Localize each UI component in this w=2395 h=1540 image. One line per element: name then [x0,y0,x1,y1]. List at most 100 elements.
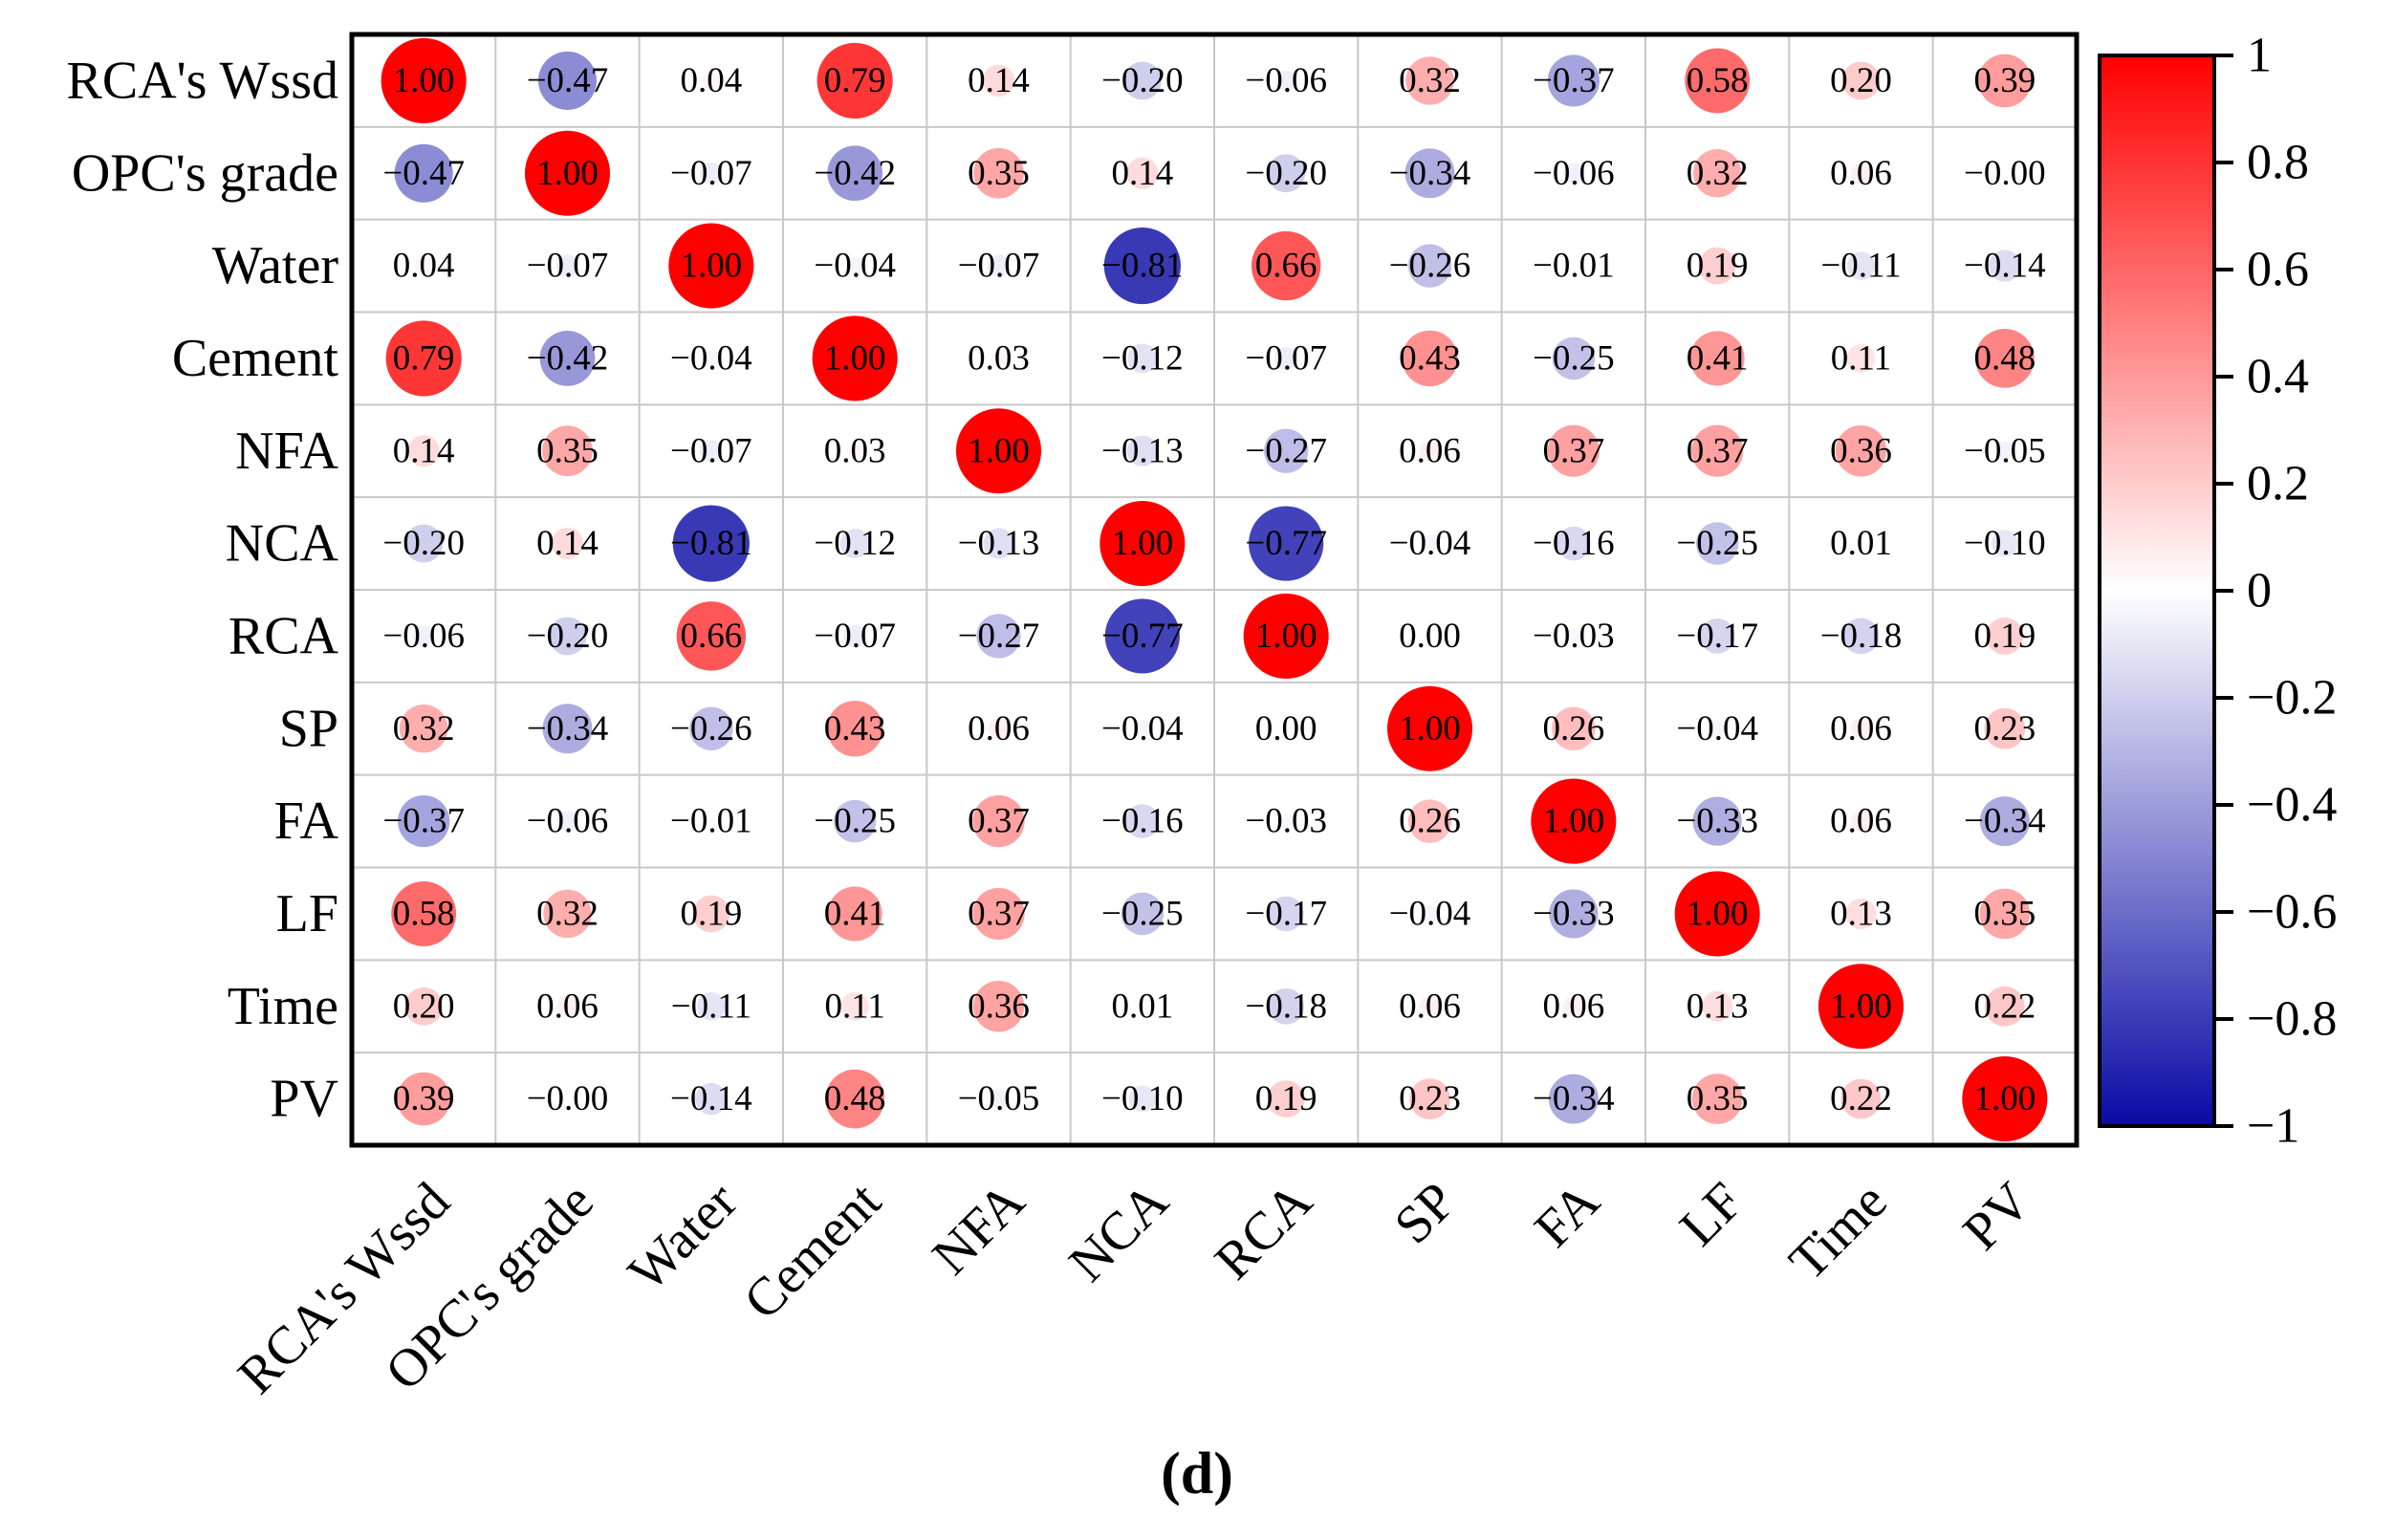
correlation-circle [1409,1078,1450,1119]
correlation-value: 0.04 [680,61,742,100]
correlation-circle [702,350,720,367]
correlation-circle [1421,534,1439,553]
correlation-circle [1126,435,1158,466]
row-label: PV [270,1070,338,1129]
correlation-value: 0.20 [1830,61,1892,100]
correlation-circle [973,147,1024,199]
figure-caption: (d) [1161,1442,1233,1507]
correlation-circle [1562,995,1584,1017]
correlation-circle [1275,70,1297,92]
correlation-value: 0.00 [1399,617,1461,656]
correlation-value: 0.14 [968,61,1030,100]
correlation-circle [840,991,869,1021]
correlation-value: 0.35 [1973,894,2036,933]
correlation-circle [1984,707,2026,749]
correlation-circle [1698,247,1736,285]
correlation-circle [672,505,750,582]
correlation-value: −0.06 [527,802,609,841]
correlation-circle [1989,249,2021,282]
correlation-circle [1264,428,1309,473]
correlation-value: −0.06 [382,617,465,656]
correlation-value: 1.00 [1255,617,1317,656]
correlation-circle [697,991,726,1021]
correlation-circle [1962,1056,2048,1142]
correlation-value: 0.19 [1973,617,2036,656]
correlation-value: −0.81 [670,524,752,563]
correlation-value: 0.37 [968,802,1030,841]
correlation-circle [1267,1080,1305,1117]
correlation-value: 1.00 [968,431,1030,470]
correlation-value: −0.06 [1245,61,1327,100]
correlation-value: −0.26 [1389,247,1471,286]
correlation-value: −0.47 [527,61,609,100]
correlation-value: 0.41 [824,894,886,933]
correlation-circle [1845,898,1877,929]
correlation-circle [1103,227,1181,305]
row-labels: RCA's Wssd OPC's grade Water Cement NFA NCA RC… [67,51,339,1128]
correlation-value: 0.14 [536,524,599,563]
colorbar-gradient [2098,54,2216,1128]
correlation-value: −0.11 [1820,247,1901,286]
correlation-circle [1126,157,1159,189]
correlation-value: 1.00 [536,154,599,193]
correlation-circle [542,425,593,477]
correlation-circle [1569,261,1579,271]
correlation-value: 0.04 [393,247,455,286]
column-label: PV [1952,1171,2042,1261]
colorbar-tick-label: −0.8 [2247,992,2337,1047]
row-label: SP [279,699,338,758]
correlation-value: −0.04 [1676,709,1758,748]
correlation-value: 0.58 [1687,61,1749,100]
correlation-value: −0.34 [1389,154,1471,193]
correlation-circle [1691,424,1744,477]
column-label: SP [1383,1171,1468,1255]
correlation-circle [413,625,435,647]
correlation-circle [846,257,864,274]
correlation-circle [1818,964,1905,1050]
column-label: NCA [1058,1171,1181,1293]
correlation-circle [692,895,730,933]
correlation-value: −0.04 [814,247,896,286]
correlation-value: 0.79 [393,338,455,378]
correlation-circle [1267,154,1306,193]
column-label: Time [1778,1171,1899,1291]
correlation-circle [1552,706,1596,750]
column-label: NFA [922,1171,1037,1287]
correlation-value: −0.04 [1101,709,1184,748]
correlation-circle [972,887,1025,941]
correlation-value: 0.06 [1399,987,1461,1026]
correlation-circle [700,439,723,463]
correlation-value: −0.17 [1245,894,1327,933]
correlation-value: 0.00 [1255,709,1317,748]
correlation-circle [1695,522,1739,565]
correlation-circle [1850,811,1872,832]
correlation-value: −0.18 [1245,987,1327,1026]
correlation-circle [1842,618,1880,655]
correlation-circle [1692,149,1742,198]
correlation-circle [695,1082,728,1116]
correlation-circle [1122,61,1162,100]
correlation-value: −0.07 [670,431,752,470]
correlation-value: −0.17 [1676,617,1758,656]
correlation-circle [1857,539,1865,549]
row-label: Cement [172,329,339,388]
correlation-circle [826,701,883,757]
correlation-value: 0.32 [393,709,455,748]
correlation-circle [707,816,716,826]
correlation-circle [1548,1074,1599,1124]
correlation-circle [524,130,611,216]
correlation-value: 0.11 [1831,338,1891,378]
row-label: LF [276,884,338,944]
correlation-circle [415,257,433,274]
colorbar-tick-label: 1 [2247,29,2272,83]
correlation-circle [1125,804,1160,838]
correlation-value: −0.37 [382,802,465,841]
colorbar-tick-label: −0.4 [2247,778,2337,833]
correlation-value: −0.07 [958,247,1040,286]
correlation-value: 0.79 [824,61,886,100]
correlation-value: −0.07 [814,617,896,656]
correlation-value: 0.37 [968,894,1030,933]
correlation-value: −0.00 [527,1079,609,1118]
